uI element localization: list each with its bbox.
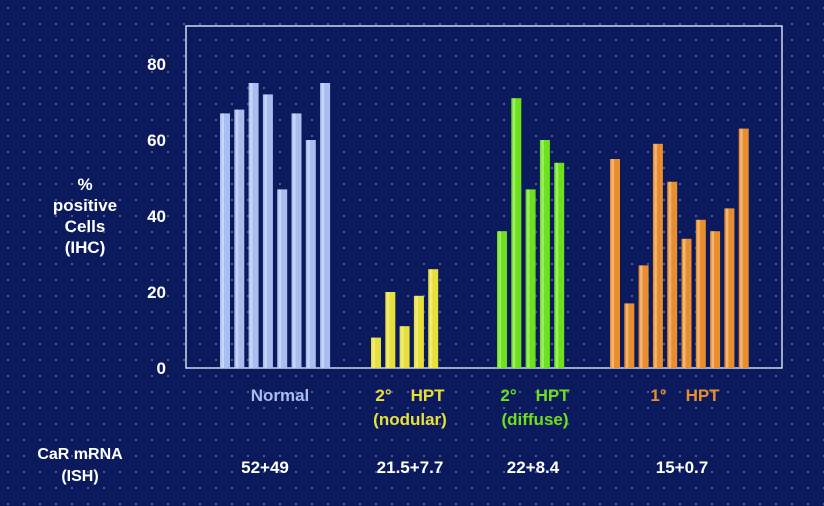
mrna-value-2hpt-diffuse: 22+8.4: [506, 458, 560, 477]
bar: [638, 265, 649, 368]
bar-highlight: [512, 98, 516, 368]
y-axis: 0 20 40 60 80: [147, 55, 166, 378]
y-axis-title: % positive Cells (IHC): [40, 174, 130, 258]
bar-highlight: [401, 326, 404, 368]
bar: [738, 128, 749, 368]
bar: [220, 113, 230, 369]
mrna-value-normal: 52+49: [241, 458, 289, 477]
bar-highlight: [527, 189, 530, 368]
y-axis-title-line: (IHC): [64, 238, 106, 257]
bar-highlight: [555, 162, 559, 368]
bar-highlight: [640, 265, 643, 368]
category-label-1hpt: 1° HPT: [650, 386, 720, 405]
bar: [681, 238, 692, 368]
bar-highlight: [611, 159, 614, 368]
y-tick-label: 80: [147, 55, 166, 74]
bar-highlight: [429, 269, 433, 368]
bar-highlight: [372, 337, 375, 368]
y-tick-label: 20: [147, 283, 166, 302]
bar-highlight: [625, 303, 629, 368]
category-label-2hpt-diffuse: 2° HPT (diffuse): [500, 386, 570, 429]
plot-frame: [185, 25, 783, 369]
bar-highlight: [725, 208, 729, 368]
bar: [724, 208, 735, 368]
bar: [234, 109, 245, 368]
bar-highlight: [654, 143, 657, 368]
mrna-value-2hpt-nodular: 21.5+7.7: [376, 458, 444, 477]
bar-highlight: [321, 83, 325, 368]
bar-highlight: [683, 238, 686, 368]
bar: [497, 231, 507, 368]
bar-highlight: [697, 219, 700, 368]
bar: [385, 292, 396, 368]
bar-highlight: [307, 140, 310, 368]
mrna-value-1hpt: 15+0.7: [655, 458, 709, 477]
bar: [511, 98, 522, 368]
bar-highlight: [668, 181, 672, 368]
bar-highlight: [740, 128, 743, 368]
y-tick-label: 60: [147, 131, 166, 150]
bar-highlight: [498, 231, 501, 368]
bar: [428, 269, 439, 368]
bar-highlight: [541, 140, 544, 368]
bar-highlight: [711, 231, 715, 368]
y-tick-label: 0: [157, 359, 166, 378]
bar-highlight: [250, 83, 253, 368]
bar: [371, 337, 381, 368]
y-tick-label: 40: [147, 207, 166, 226]
mrna-row-label: CaR mRNA (ISH): [37, 446, 123, 485]
y-axis-title-line: %: [77, 175, 93, 194]
bar: [525, 189, 536, 368]
bar-highlight: [278, 189, 282, 368]
y-axis-title-line: positive: [52, 196, 118, 215]
bar: [277, 189, 288, 368]
bar-highlight: [221, 113, 224, 369]
bar: [652, 143, 663, 368]
bar: [262, 94, 273, 369]
category-label-normal: Normal: [250, 386, 310, 405]
bar: [399, 326, 410, 368]
bar: [539, 140, 550, 368]
bar: [291, 113, 302, 369]
bar: [624, 303, 635, 368]
bar: [305, 140, 316, 368]
bar: [554, 162, 565, 368]
bars: [220, 83, 749, 369]
bar-highlight: [386, 292, 390, 368]
bar: [413, 295, 424, 368]
bar-highlight: [264, 94, 267, 369]
category-label-2hpt-nodular: 2° HPT (nodular): [373, 386, 447, 429]
bar: [695, 219, 706, 368]
bar-highlight: [235, 109, 239, 368]
bar: [320, 83, 331, 368]
bar: [248, 83, 259, 368]
bar: [710, 231, 721, 368]
bar: [610, 159, 620, 368]
bar-highlight: [415, 295, 418, 368]
bar-highlight: [293, 113, 296, 369]
bar: [667, 181, 678, 368]
y-axis-title-line: Cells: [64, 217, 106, 236]
